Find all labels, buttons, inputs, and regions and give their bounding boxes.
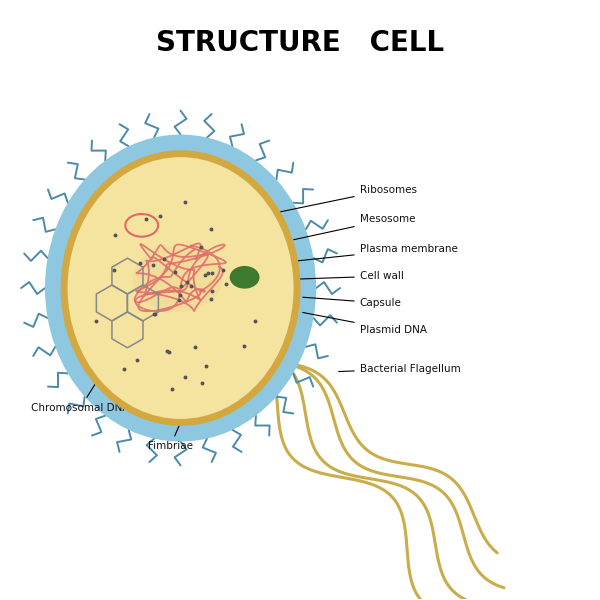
Text: Mesosome: Mesosome	[294, 214, 415, 239]
Ellipse shape	[45, 134, 316, 442]
Text: Cell wall: Cell wall	[300, 271, 404, 281]
Text: Fimbriae: Fimbriae	[148, 425, 193, 451]
Text: Capsule: Capsule	[303, 297, 401, 308]
Text: Bacterial Flagellum: Bacterial Flagellum	[338, 364, 460, 374]
Text: Chromosomal DNA: Chromosomal DNA	[31, 302, 146, 413]
Text: Plasmid DNA: Plasmid DNA	[303, 313, 427, 335]
Ellipse shape	[64, 154, 297, 422]
Ellipse shape	[133, 246, 223, 312]
Text: STRUCTURE   CELL: STRUCTURE CELL	[156, 29, 444, 57]
Text: Plasma membrane: Plasma membrane	[297, 244, 458, 261]
Text: Ribosomes: Ribosomes	[261, 185, 417, 216]
Ellipse shape	[230, 266, 260, 289]
